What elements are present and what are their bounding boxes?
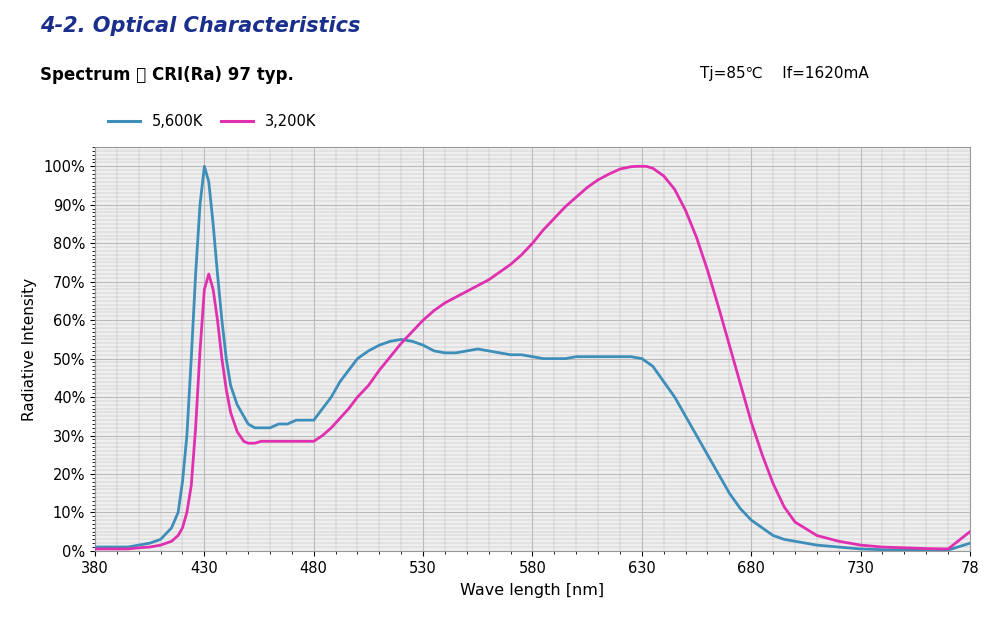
Text: Spectrum ： CRI(Ra) 97 typ.: Spectrum ： CRI(Ra) 97 typ. bbox=[40, 66, 294, 84]
Legend: 5,600K, 3,200K: 5,600K, 3,200K bbox=[102, 108, 322, 135]
Y-axis label: Radiative Intensity: Radiative Intensity bbox=[22, 277, 37, 421]
Text: Tj=85℃    If=1620mA: Tj=85℃ If=1620mA bbox=[700, 66, 869, 81]
Text: 4-2. Optical Characteristics: 4-2. Optical Characteristics bbox=[40, 16, 360, 36]
X-axis label: Wave length [nm]: Wave length [nm] bbox=[460, 583, 605, 598]
